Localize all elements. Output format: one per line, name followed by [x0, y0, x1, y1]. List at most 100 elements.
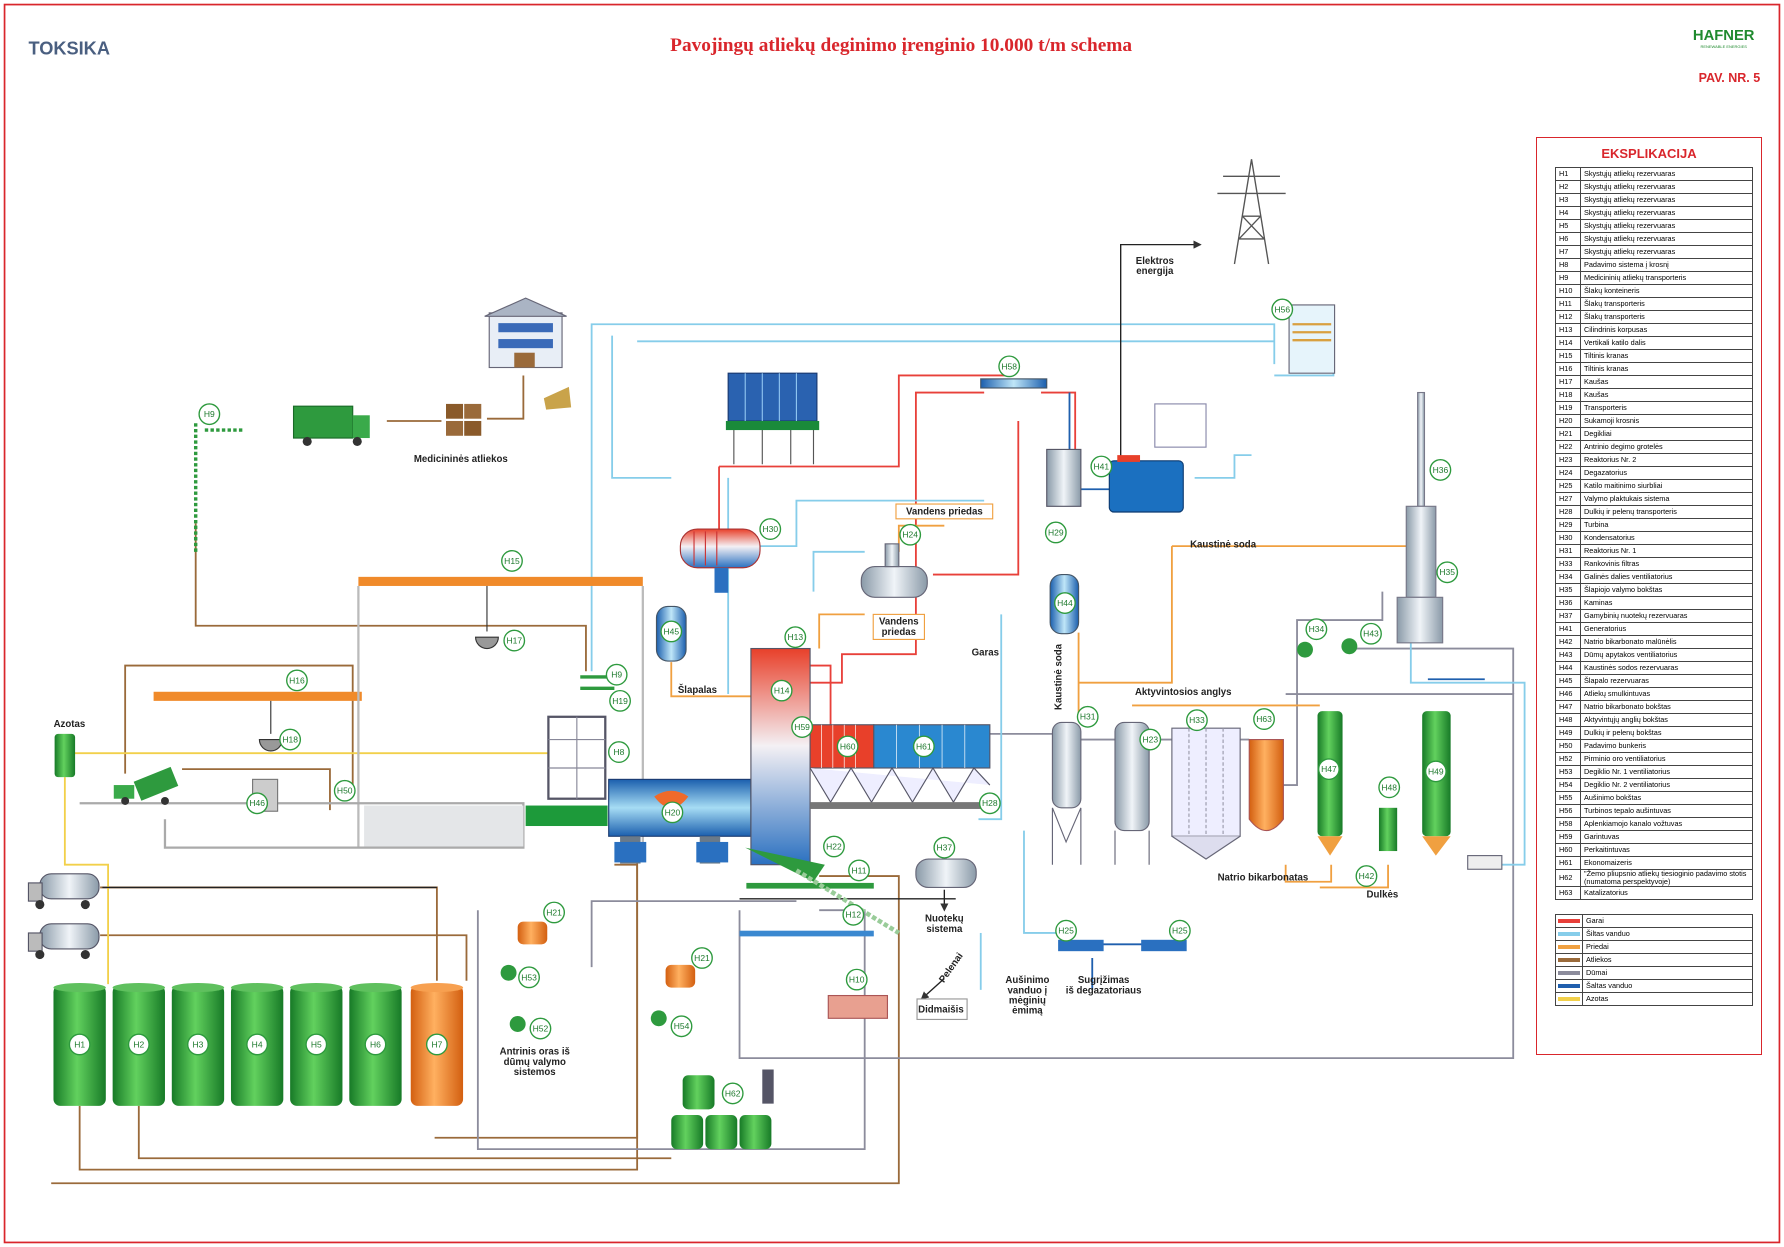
equipment-part: [651, 1010, 667, 1026]
equipment-part: [510, 1016, 526, 1032]
annotation: Elektrosenergija: [1136, 256, 1174, 277]
equipment-part: [35, 900, 44, 909]
row-code: H44: [1556, 662, 1581, 675]
explication-row: H8Padavimo sistema į krosnį: [1556, 259, 1753, 272]
legend-row: Garai: [1556, 915, 1753, 928]
row-description: Vertikali katilo dalis: [1581, 337, 1753, 350]
equipment-part: [498, 339, 553, 348]
row-code: H41: [1556, 623, 1581, 636]
row-code: H6: [1556, 233, 1581, 246]
figure-number: PAV. NR. 5: [1699, 71, 1761, 85]
scheme: TOKSIKA Pavojingų atliekų deginimo įreng…: [0, 0, 1784, 1247]
tag: H33: [1189, 715, 1205, 725]
legend-label: Šaltas vanduo: [1583, 980, 1753, 993]
annotation: Natrio bikarbonatas: [1218, 873, 1309, 884]
tag: H49: [1428, 766, 1444, 776]
legend-swatch: [1558, 932, 1580, 936]
equipment-part: [828, 996, 887, 1019]
legend-swatch-cell: [1556, 928, 1583, 941]
pipe: [813, 552, 864, 592]
equipment-part: [1397, 597, 1443, 643]
annotation: Šlapalas: [678, 684, 717, 696]
explication-row: H13Cilindrinis korpusas: [1556, 324, 1753, 337]
tag: H52: [533, 1023, 549, 1033]
tag: H13: [787, 632, 803, 642]
row-description: Sukamoji krosnis: [1581, 415, 1753, 428]
legend-swatch-cell: [1556, 967, 1583, 980]
row-code: H46: [1556, 688, 1581, 701]
row-code: H56: [1556, 805, 1581, 818]
logo-right-sub: RENEWABLE ENERGIES: [1701, 44, 1748, 49]
tag: H56: [1274, 304, 1290, 314]
row-code: H55: [1556, 792, 1581, 805]
annotation-text: Vandens priedas: [906, 506, 983, 517]
row-description: Transporteris: [1581, 402, 1753, 415]
equipment-part: [728, 373, 817, 421]
tag: H31: [1080, 712, 1096, 722]
row-code: H52: [1556, 753, 1581, 766]
row-code: H21: [1556, 428, 1581, 441]
row-description: Natrio bikarbonato malūnėlis: [1581, 636, 1753, 649]
tag: H61: [916, 741, 932, 751]
pipe: [1348, 649, 1513, 695]
equipment-part: [810, 802, 981, 809]
annotation-text: Aktyvintosios anglys: [1135, 687, 1232, 698]
explication-row: H54Degiklio Nr. 2 ventiliatorius: [1556, 779, 1753, 792]
tag: H21: [546, 907, 562, 917]
explication-row: H9Medicininių atliekų transporteris: [1556, 272, 1753, 285]
tag: H23: [1142, 735, 1158, 745]
row-code: H16: [1556, 363, 1581, 376]
tag: H8: [613, 747, 624, 757]
annotation-text: energija: [1136, 266, 1174, 277]
row-description: Skystųjų atliekų rezervuaras: [1581, 181, 1753, 194]
row-description: Valymo plaktukais sistema: [1581, 493, 1753, 506]
row-description: Garintuvas: [1581, 831, 1753, 844]
equipment-part: [680, 529, 760, 568]
pipe: [1079, 546, 1172, 683]
equipment-part: [1406, 506, 1436, 597]
equipment-part: [981, 379, 1047, 388]
legend-row: Azotas: [1556, 993, 1753, 1006]
row-description: Skystųjų atliekų rezervuaras: [1581, 207, 1753, 220]
tag: H25: [1058, 926, 1074, 936]
annotation-text: ėmimą: [1012, 1006, 1043, 1017]
explication-row: H24Degazatorius: [1556, 467, 1753, 480]
tag: H47: [1321, 764, 1337, 774]
equipment-part: [303, 437, 312, 446]
equipment-part: [446, 404, 463, 419]
annotation-text: Šlapalas: [678, 684, 717, 696]
row-description: Generatorius: [1581, 623, 1753, 636]
explication-row: H33Rankovinis filtras: [1556, 558, 1753, 571]
rows-part: H1Skystųjų atliekų rezervuarasH2Skystųjų…: [1556, 168, 1753, 900]
equipment-part: [40, 924, 99, 949]
tag: H11: [852, 865, 867, 875]
row-code: H29: [1556, 519, 1581, 532]
tag: H36: [1433, 465, 1449, 475]
equipment-part: [498, 323, 553, 332]
tag: H2: [133, 1039, 144, 1049]
equipment-part: [1422, 836, 1450, 855]
equipment-part: [1052, 808, 1080, 865]
equipment-part: [81, 900, 90, 909]
equipment-part: [514, 353, 534, 368]
tag: H44: [1057, 598, 1073, 608]
row-code: H48: [1556, 714, 1581, 727]
explication-row: H17Kaušas: [1556, 376, 1753, 389]
explication-row: H61Ekonomaizeris: [1556, 857, 1753, 870]
row-description: Pirminio oro ventiliatorius: [1581, 753, 1753, 766]
equipment-part: [1249, 740, 1283, 831]
logo-left: TOKSIKA: [28, 39, 110, 59]
explication-row: H35Šlapiojo valymo bokštas: [1556, 584, 1753, 597]
explication-row: H15Tiltinis kranas: [1556, 350, 1753, 363]
row-code: H20: [1556, 415, 1581, 428]
equipment-part: [810, 768, 990, 802]
pipe: [933, 421, 1018, 575]
tank-top: [411, 983, 463, 992]
row-description: Medicininių atliekų transporteris: [1581, 272, 1753, 285]
legend-label: Garai: [1583, 915, 1753, 928]
tag: H54: [674, 1021, 690, 1031]
row-description: Ekonomaizeris: [1581, 857, 1753, 870]
row-code: H36: [1556, 597, 1581, 610]
row-description: Rankovinis filtras: [1581, 558, 1753, 571]
